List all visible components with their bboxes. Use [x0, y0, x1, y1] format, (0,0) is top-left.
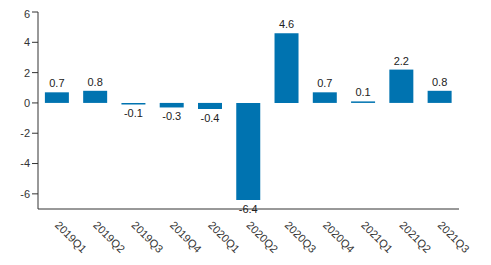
svg-text:2020Q3: 2020Q3 [283, 219, 319, 255]
svg-text:0.7: 0.7 [317, 77, 332, 89]
svg-text:2: 2 [24, 67, 30, 79]
svg-text:2020Q2: 2020Q2 [244, 219, 280, 255]
svg-text:4: 4 [24, 36, 30, 48]
svg-text:0.7: 0.7 [49, 77, 64, 89]
svg-text:-0.4: -0.4 [200, 112, 219, 124]
svg-text:-2: -2 [20, 127, 30, 139]
svg-text:-6: -6 [20, 188, 30, 200]
svg-text:0.8: 0.8 [88, 76, 103, 88]
svg-text:2020Q4: 2020Q4 [321, 219, 357, 255]
svg-text:4.6: 4.6 [279, 18, 294, 30]
svg-text:-6.4: -6.4 [239, 203, 258, 215]
svg-text:-0.3: -0.3 [162, 110, 181, 122]
svg-text:6: 6 [24, 8, 30, 20]
svg-text:0: 0 [24, 97, 30, 109]
svg-text:2019Q2: 2019Q2 [91, 219, 127, 255]
svg-text:2021Q1: 2021Q1 [359, 219, 395, 255]
svg-text:0.8: 0.8 [432, 76, 447, 88]
svg-text:2019Q4: 2019Q4 [168, 219, 204, 255]
svg-text:2019Q3: 2019Q3 [129, 219, 165, 255]
svg-text:2019Q1: 2019Q1 [53, 219, 89, 255]
svg-text:2020Q1: 2020Q1 [206, 219, 242, 255]
svg-text:2021Q3: 2021Q3 [436, 219, 472, 255]
svg-text:2.2: 2.2 [394, 55, 409, 67]
svg-text:2021Q2: 2021Q2 [397, 219, 433, 255]
svg-text:-0.1: -0.1 [124, 107, 143, 119]
svg-text:0.1: 0.1 [355, 86, 370, 98]
svg-text:-4: -4 [20, 157, 30, 169]
